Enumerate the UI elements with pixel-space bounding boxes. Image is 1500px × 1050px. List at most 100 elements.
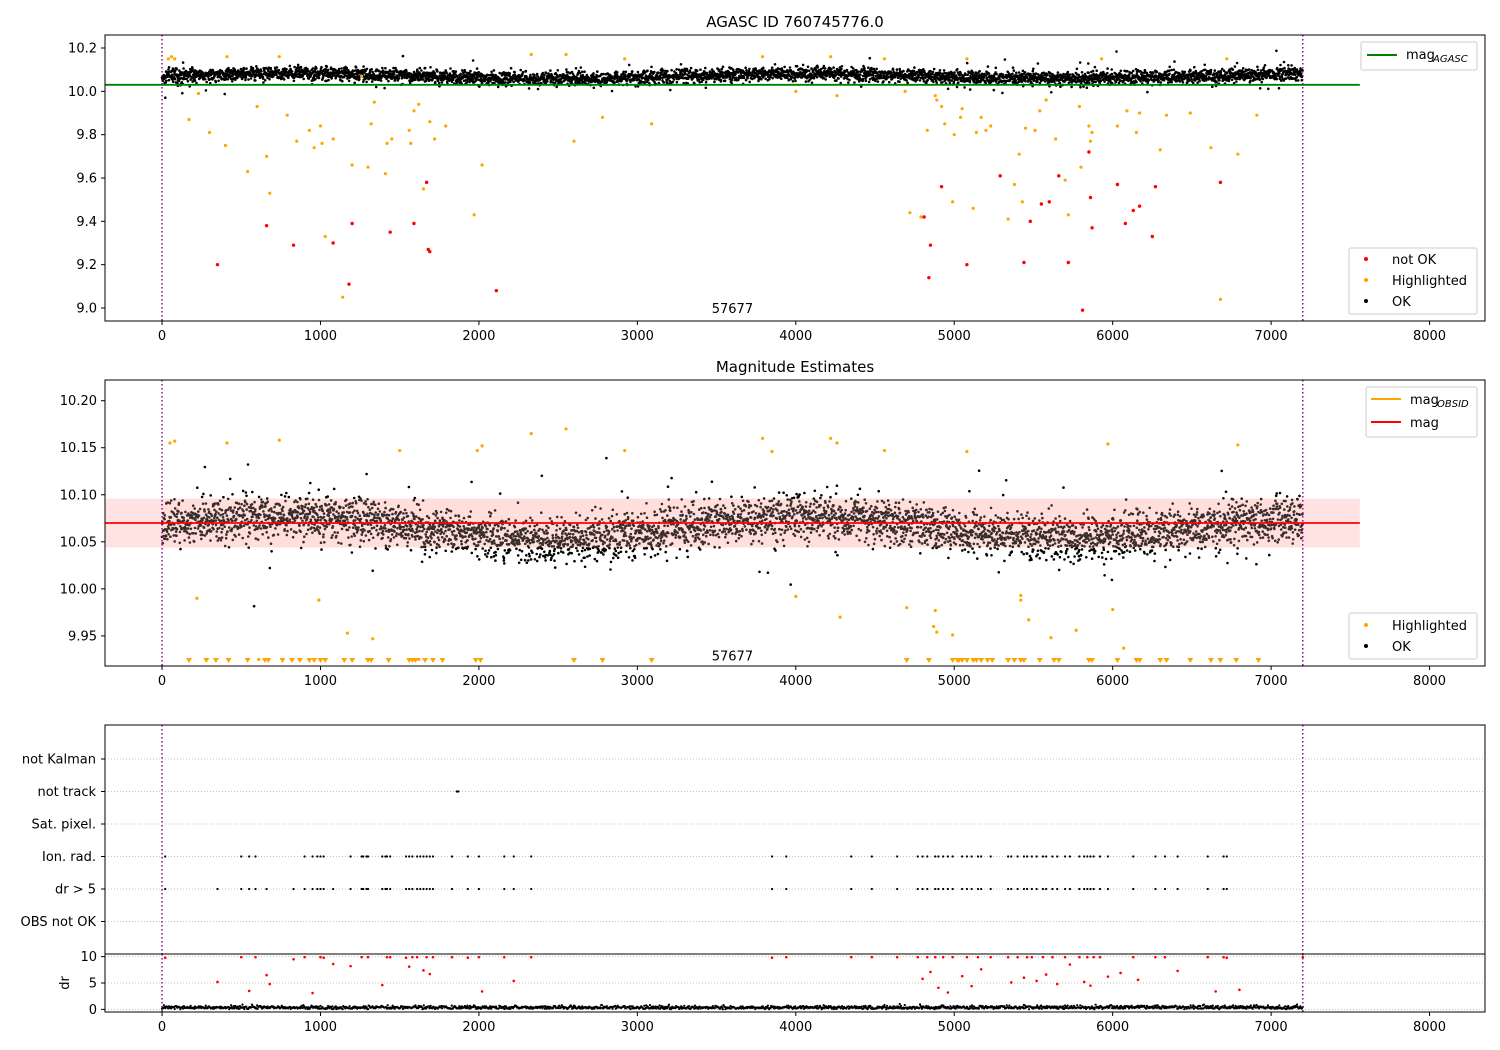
ok-point bbox=[245, 67, 248, 70]
ok-point bbox=[496, 85, 500, 89]
ok-point bbox=[262, 81, 265, 84]
legend-ok-label: OK bbox=[1392, 295, 1411, 310]
ok-point bbox=[1127, 75, 1131, 78]
ok-point bbox=[941, 81, 944, 84]
highlighted-point bbox=[925, 128, 929, 132]
not-ok-point bbox=[1088, 195, 1093, 200]
ok-point bbox=[1275, 77, 1278, 81]
ok-point bbox=[1218, 76, 1221, 80]
ok-point bbox=[643, 81, 646, 85]
ok-point bbox=[700, 80, 703, 83]
ok-point bbox=[973, 80, 976, 84]
not-ok-point bbox=[939, 184, 944, 189]
ok-point bbox=[308, 70, 312, 74]
ok-point bbox=[931, 70, 935, 74]
ok-point bbox=[1278, 72, 1281, 75]
ok-point bbox=[1021, 73, 1024, 76]
ok-point bbox=[527, 87, 531, 90]
ok-point bbox=[1263, 64, 1267, 67]
ok-point bbox=[1058, 79, 1061, 82]
ok-point bbox=[1287, 73, 1291, 77]
ok-point bbox=[832, 66, 835, 69]
ok-point bbox=[1087, 71, 1090, 74]
highlighted-point bbox=[1017, 152, 1021, 156]
ok-point bbox=[577, 69, 581, 73]
ok-point bbox=[242, 67, 246, 71]
legend-not-ok-label: not OK bbox=[1392, 253, 1437, 268]
ok-point bbox=[1092, 80, 1096, 84]
ok-point bbox=[1094, 80, 1097, 84]
ok-point bbox=[730, 67, 733, 70]
ok-point bbox=[225, 72, 229, 75]
highlighted-point bbox=[760, 55, 765, 59]
highlighted-point bbox=[974, 130, 979, 135]
not-ok-point bbox=[291, 243, 296, 247]
ok-point bbox=[698, 81, 701, 84]
ok-point bbox=[1220, 67, 1224, 71]
ok-point bbox=[1284, 69, 1287, 73]
ok-point bbox=[906, 81, 909, 85]
x-tick-label: 8000 bbox=[1413, 329, 1446, 344]
ok-point bbox=[1151, 72, 1155, 75]
ok-point bbox=[929, 69, 932, 73]
ok-point bbox=[528, 81, 532, 85]
ok-point bbox=[918, 79, 922, 82]
y-tick-label: 9.8 bbox=[76, 128, 97, 143]
ok-point bbox=[653, 80, 656, 84]
highlighted-point bbox=[169, 55, 174, 59]
y-tick-label: 9.6 bbox=[76, 172, 97, 187]
ok-point bbox=[882, 80, 885, 83]
ok-point bbox=[902, 69, 905, 73]
ok-point bbox=[445, 71, 449, 75]
ok-point bbox=[463, 71, 467, 74]
legend-mag-agasc-subscript: AGASC bbox=[1432, 54, 1468, 65]
ok-point bbox=[748, 80, 751, 84]
ok-point bbox=[650, 65, 653, 69]
ok-point bbox=[511, 78, 514, 81]
ok-point bbox=[1170, 68, 1173, 72]
ok-point bbox=[477, 71, 481, 74]
ok-point bbox=[864, 79, 868, 82]
ok-point bbox=[1267, 87, 1270, 91]
ok-point bbox=[712, 70, 715, 73]
ok-point bbox=[480, 72, 483, 76]
ok-point bbox=[992, 88, 996, 92]
ok-point bbox=[1099, 79, 1103, 83]
ok-point bbox=[180, 76, 183, 80]
ok-point bbox=[513, 73, 517, 77]
ok-point bbox=[579, 66, 583, 69]
ok-point bbox=[493, 81, 496, 85]
ok-point bbox=[230, 68, 233, 72]
ok-point bbox=[397, 77, 401, 80]
ok-point bbox=[1014, 79, 1018, 82]
ok-point bbox=[1294, 79, 1298, 82]
highlighted-point bbox=[412, 109, 416, 113]
ok-point bbox=[744, 66, 747, 70]
ok-point bbox=[697, 78, 701, 81]
highlighted-point bbox=[958, 115, 963, 119]
ok-point bbox=[853, 81, 856, 84]
ok-point bbox=[880, 76, 883, 80]
ok-point bbox=[549, 79, 553, 82]
ok-point bbox=[191, 67, 194, 70]
ok-point bbox=[678, 73, 682, 77]
ok-point bbox=[1119, 69, 1123, 73]
ok-point bbox=[957, 81, 960, 84]
highlighted-point bbox=[265, 154, 269, 158]
ok-point bbox=[166, 525, 170, 528]
highlighted-point bbox=[295, 139, 299, 143]
ok-point bbox=[794, 75, 797, 79]
ok-point bbox=[471, 59, 475, 62]
ok-point bbox=[762, 66, 765, 70]
ok-point bbox=[1059, 85, 1062, 88]
ok-point bbox=[613, 81, 616, 85]
highlighted-point bbox=[1033, 128, 1037, 132]
ok-point bbox=[401, 54, 405, 58]
ok-point bbox=[1231, 75, 1234, 78]
ok-point bbox=[968, 88, 972, 91]
ok-point bbox=[207, 78, 211, 81]
ok-point bbox=[542, 76, 546, 79]
ok-point bbox=[956, 78, 959, 82]
ok-point bbox=[734, 73, 737, 76]
